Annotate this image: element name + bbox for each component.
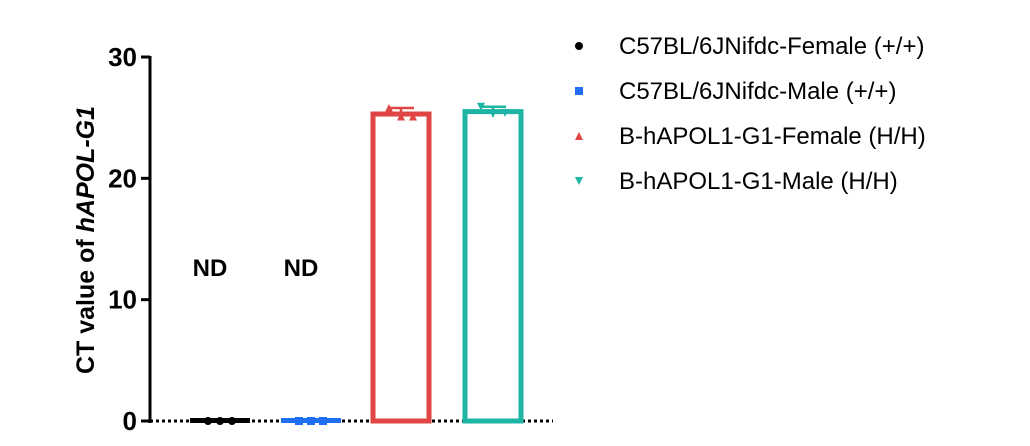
bar <box>462 109 524 424</box>
data-point <box>489 110 497 119</box>
y-tick-label: 30 <box>108 42 137 72</box>
y-tick-label: 0 <box>123 406 137 436</box>
data-point <box>409 112 417 121</box>
bar-group: ND <box>281 255 341 425</box>
y-axis-label: CT value of hAPOL-G1 <box>72 106 100 374</box>
bar <box>370 111 432 424</box>
data-point <box>477 102 485 111</box>
nd-label: ND <box>284 255 319 282</box>
data-point <box>319 417 327 425</box>
legend-marker <box>575 177 583 185</box>
legend-item: C57BL/6JNifdc-Female (+/+) <box>575 33 924 60</box>
legend-item: B-hAPOL1-G1-Male (H/H) <box>575 168 898 195</box>
legend-item: C57BL/6JNifdc-Male (+/+) <box>575 78 896 105</box>
legend-label: B-hAPOL1-G1-Female (H/H) <box>619 123 926 150</box>
data-point <box>204 417 212 425</box>
legend-marker <box>575 42 583 50</box>
legend-label: C57BL/6JNifdc-Female (+/+) <box>619 33 924 60</box>
legend-marker <box>575 132 583 140</box>
legend-label: B-hAPOL1-G1-Male (H/H) <box>619 168 898 195</box>
y-tick-label: 10 <box>108 285 137 315</box>
data-point <box>397 112 405 121</box>
data-point <box>295 417 303 425</box>
data-point <box>228 417 236 425</box>
data-point <box>385 103 393 112</box>
y-tick-label: 20 <box>108 163 137 193</box>
data-point <box>501 108 509 117</box>
bar-group: ND <box>190 255 250 425</box>
nd-label: ND <box>193 255 228 282</box>
bar-group <box>462 102 524 424</box>
data-point <box>216 417 224 425</box>
legend-marker <box>575 87 583 95</box>
data-point <box>307 417 315 425</box>
legend-item: B-hAPOL1-G1-Female (H/H) <box>575 123 926 150</box>
bar-group <box>370 103 432 424</box>
legend-label: C57BL/6JNifdc-Male (+/+) <box>619 78 896 105</box>
